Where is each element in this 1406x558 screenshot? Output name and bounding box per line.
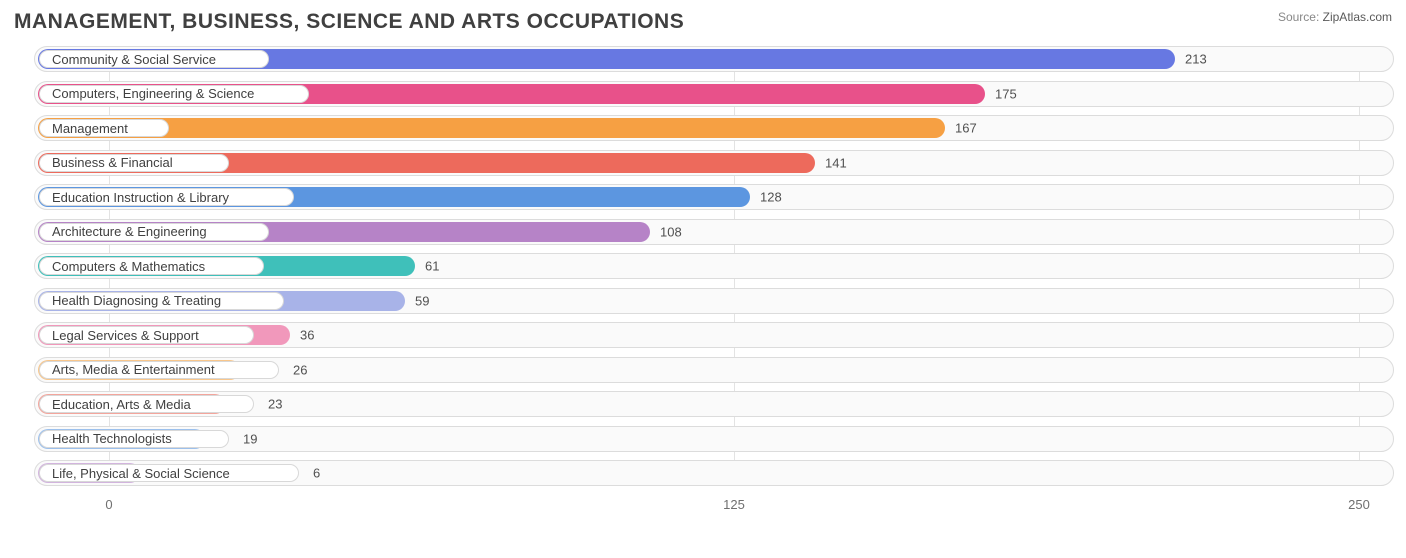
chart-area: Community & Social Service 213 Computers, … xyxy=(14,46,1392,519)
bar-track: Legal Services & Support 36 xyxy=(34,322,1394,348)
bar-value-label: 141 xyxy=(825,155,847,170)
category-pill: Legal Services & Support xyxy=(39,326,254,344)
bar-value-label: 108 xyxy=(660,224,682,239)
x-axis-tick-label: 125 xyxy=(723,497,745,512)
bar-value-label: 128 xyxy=(760,190,782,205)
chart-title: MANAGEMENT, BUSINESS, SCIENCE AND ARTS O… xyxy=(14,10,684,34)
bar-rows: Community & Social Service 213 Computers, … xyxy=(34,46,1394,486)
category-pill: Life, Physical & Social Science xyxy=(39,464,299,482)
source-label: Source: xyxy=(1278,10,1319,24)
bar-track: Computers & Mathematics 61 xyxy=(34,253,1394,279)
bar-value-label: 19 xyxy=(243,431,257,446)
category-pill: Architecture & Engineering xyxy=(39,223,269,241)
category-pill: Computers, Engineering & Science xyxy=(39,85,309,103)
category-pill: Health Diagnosing & Treating xyxy=(39,292,284,310)
plot-region: Community & Social Service 213 Computers, … xyxy=(34,46,1394,486)
category-pill: Business & Financial xyxy=(39,154,229,172)
bar-track: Management 167 xyxy=(34,115,1394,141)
bar-track: Health Technologists 19 xyxy=(34,426,1394,452)
bar-value-label: 26 xyxy=(293,362,307,377)
category-pill: Community & Social Service xyxy=(39,50,269,68)
bar-fill xyxy=(38,118,945,138)
bar-value-label: 175 xyxy=(995,86,1017,101)
bar-track: Community & Social Service 213 xyxy=(34,46,1394,72)
bar-track: Education Instruction & Library 128 xyxy=(34,184,1394,210)
bar-track: Computers, Engineering & Science 175 xyxy=(34,81,1394,107)
bar-track: Arts, Media & Entertainment 26 xyxy=(34,357,1394,383)
bar-value-label: 61 xyxy=(425,259,439,274)
category-pill: Management xyxy=(39,119,169,137)
bar-value-label: 213 xyxy=(1185,52,1207,67)
bar-track: Education, Arts & Media 23 xyxy=(34,391,1394,417)
bar-value-label: 36 xyxy=(300,328,314,343)
category-pill: Education, Arts & Media xyxy=(39,395,254,413)
x-axis-tick-label: 0 xyxy=(105,497,112,512)
bar-track: Architecture & Engineering 108 xyxy=(34,219,1394,245)
source-site: ZipAtlas.com xyxy=(1323,10,1392,24)
source-credit: Source: ZipAtlas.com xyxy=(1278,10,1392,24)
category-pill: Health Technologists xyxy=(39,430,229,448)
bar-value-label: 59 xyxy=(415,293,429,308)
category-pill: Arts, Media & Entertainment xyxy=(39,361,279,379)
bar-value-label: 6 xyxy=(313,466,320,481)
category-pill: Computers & Mathematics xyxy=(39,257,264,275)
chart-header: MANAGEMENT, BUSINESS, SCIENCE AND ARTS O… xyxy=(14,10,1392,34)
bar-track: Business & Financial 141 xyxy=(34,150,1394,176)
bar-value-label: 167 xyxy=(955,121,977,136)
x-axis-tick-label: 250 xyxy=(1348,497,1370,512)
bar-value-label: 23 xyxy=(268,397,282,412)
bar-track: Life, Physical & Social Science 6 xyxy=(34,460,1394,486)
category-pill: Education Instruction & Library xyxy=(39,188,294,206)
x-axis: 0 125 250 xyxy=(34,495,1394,519)
bar-track: Health Diagnosing & Treating 59 xyxy=(34,288,1394,314)
